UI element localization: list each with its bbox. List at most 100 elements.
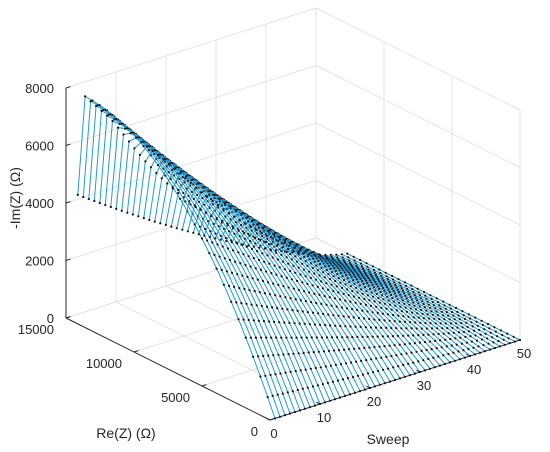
data-point: [222, 283, 225, 286]
data-point: [267, 230, 270, 233]
data-point: [324, 253, 327, 256]
x-tick-label: 30: [417, 378, 431, 393]
grid-line: [265, 253, 471, 357]
data-point: [356, 308, 359, 311]
data-point: [247, 232, 250, 235]
data-point: [230, 300, 233, 303]
data-point: [425, 309, 428, 312]
data-point: [252, 245, 255, 248]
data-point: [425, 348, 428, 352]
data-point: [400, 353, 403, 356]
data-point: [436, 327, 439, 330]
data-point: [398, 377, 402, 380]
data-point: [313, 292, 316, 295]
data-point: [332, 275, 335, 278]
sweep-line: [214, 209, 401, 379]
data-point: [184, 200, 187, 203]
data-point: [313, 323, 316, 326]
data-point: [445, 311, 448, 314]
sweep-line: [192, 194, 381, 386]
data-point: [151, 149, 154, 152]
data-point: [389, 293, 393, 296]
data-point: [347, 315, 350, 318]
data-point: [261, 227, 265, 230]
data-point: [379, 290, 382, 294]
data-point: [430, 327, 434, 330]
data-point: [343, 394, 347, 398]
data-point: [405, 327, 408, 330]
data-point: [284, 296, 287, 299]
data-point: [378, 301, 381, 304]
data-point: [398, 281, 401, 284]
data-point: [306, 264, 309, 267]
data-point: [482, 344, 485, 347]
data-point: [377, 369, 380, 373]
data-point: [325, 268, 328, 272]
data-point: [309, 367, 312, 370]
data-point: [388, 290, 391, 294]
data-point: [415, 350, 418, 353]
data-point: [253, 236, 257, 239]
data-point: [257, 258, 261, 262]
data-point: [208, 193, 211, 196]
data-point: [311, 385, 314, 388]
data-point: [499, 329, 502, 332]
data-point: [340, 253, 343, 256]
data-point: [175, 227, 178, 230]
data-point: [439, 322, 442, 325]
data-point: [391, 335, 394, 338]
data-point: [400, 287, 403, 290]
data-point: [278, 266, 281, 269]
data-point: [76, 193, 79, 196]
data-point: [102, 108, 105, 112]
data-point: [301, 310, 304, 313]
tick-labels: 0102030405005000100001500002000400060008…: [18, 81, 531, 441]
data-point: [385, 275, 388, 278]
data-point: [456, 326, 459, 329]
data-point: [280, 250, 283, 253]
data-point: [82, 195, 85, 199]
data-point: [318, 323, 322, 326]
data-point: [338, 396, 342, 399]
data-point: [273, 417, 277, 420]
data-point: [271, 237, 274, 240]
data-point: [401, 299, 404, 302]
sweep-line: [247, 230, 431, 370]
data-point: [370, 358, 373, 361]
data-point: [381, 335, 384, 338]
data-point: [254, 227, 257, 230]
data-point: [411, 311, 414, 314]
data-point: [306, 254, 309, 258]
data-point: [356, 266, 359, 269]
data-point: [210, 198, 213, 201]
data-point: [185, 174, 188, 177]
data-point: [314, 366, 317, 370]
data-point: [457, 314, 460, 317]
data-point: [347, 256, 350, 259]
data-point: [259, 238, 262, 242]
data-point: [229, 205, 232, 208]
data-point: [265, 305, 269, 308]
data-point: [116, 126, 120, 129]
data-point: [131, 213, 134, 216]
data-point: [336, 379, 340, 382]
data-point: [124, 127, 127, 130]
data-point: [418, 370, 422, 374]
data-point: [473, 329, 476, 332]
data-point: [257, 355, 260, 358]
data-point: [434, 339, 437, 342]
data-point: [181, 176, 184, 179]
data-point: [398, 343, 401, 346]
data-point: [428, 340, 432, 343]
data-point: [350, 276, 353, 279]
data-point: [359, 302, 362, 305]
data-point: [352, 316, 355, 319]
y-tick-label: 15000: [18, 322, 54, 337]
data-point: [284, 371, 287, 374]
data-point: [236, 227, 239, 230]
data-point: [289, 242, 292, 245]
data-point: [316, 384, 319, 387]
data-point: [436, 301, 440, 304]
data-point: [285, 256, 288, 259]
data-point: [266, 254, 269, 257]
